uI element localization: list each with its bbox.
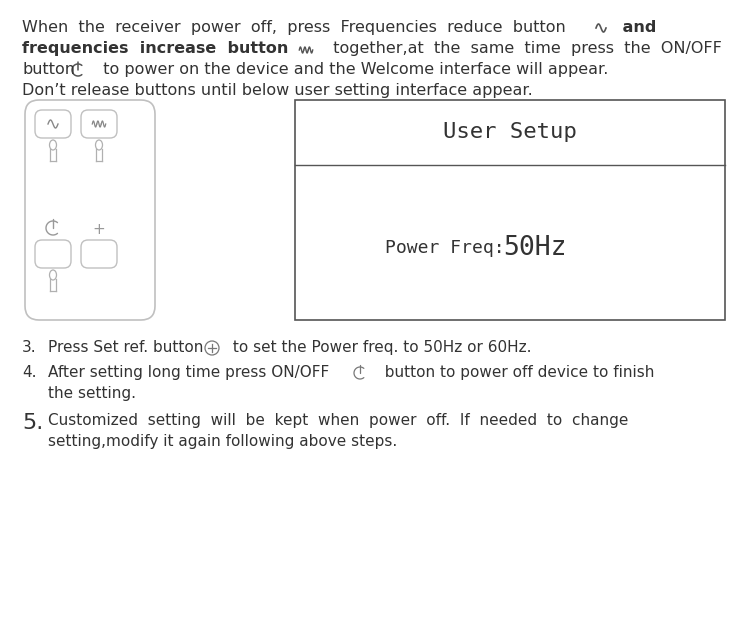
FancyBboxPatch shape [35, 240, 71, 268]
Text: button: button [22, 62, 75, 77]
Text: After setting long time press ON/OFF: After setting long time press ON/OFF [48, 365, 329, 380]
Text: setting,modify it again following above steps.: setting,modify it again following above … [48, 434, 397, 449]
FancyBboxPatch shape [35, 110, 71, 138]
Text: When  the  receiver  power  off,  press  Frequencies  reduce  button: When the receiver power off, press Frequ… [22, 20, 566, 35]
Text: frequencies  increase  button: frequencies increase button [22, 41, 288, 56]
Text: 50Hz: 50Hz [503, 235, 566, 261]
Ellipse shape [50, 270, 57, 280]
Text: Don’t release buttons until below user setting interface appear.: Don’t release buttons until below user s… [22, 83, 533, 98]
FancyBboxPatch shape [81, 240, 117, 268]
Text: Press Set ref. button: Press Set ref. button [48, 340, 204, 355]
Text: 5.: 5. [22, 413, 43, 433]
FancyBboxPatch shape [25, 100, 155, 320]
Text: and: and [617, 20, 657, 35]
Text: 4.: 4. [22, 365, 36, 380]
Text: the setting.: the setting. [48, 386, 136, 401]
Text: to power on the device and the Welcome interface will appear.: to power on the device and the Welcome i… [93, 62, 608, 77]
Text: to set the Power freq. to 50Hz or 60Hz.: to set the Power freq. to 50Hz or 60Hz. [228, 340, 532, 355]
FancyBboxPatch shape [81, 110, 117, 138]
Text: User Setup: User Setup [443, 122, 577, 142]
Text: Power Freq:: Power Freq: [385, 239, 516, 257]
Text: together,at  the  same  time  press  the  ON/OFF: together,at the same time press the ON/O… [323, 41, 722, 56]
Text: button to power off device to finish: button to power off device to finish [375, 365, 654, 380]
Text: 3.: 3. [22, 340, 37, 355]
Bar [295, 100, 725, 320]
Text: Customized  setting  will  be  kept  when  power  off.  If  needed  to  change: Customized setting will be kept when pow… [48, 413, 628, 428]
Ellipse shape [50, 140, 57, 150]
Text: +: + [93, 223, 106, 237]
Ellipse shape [96, 140, 103, 150]
